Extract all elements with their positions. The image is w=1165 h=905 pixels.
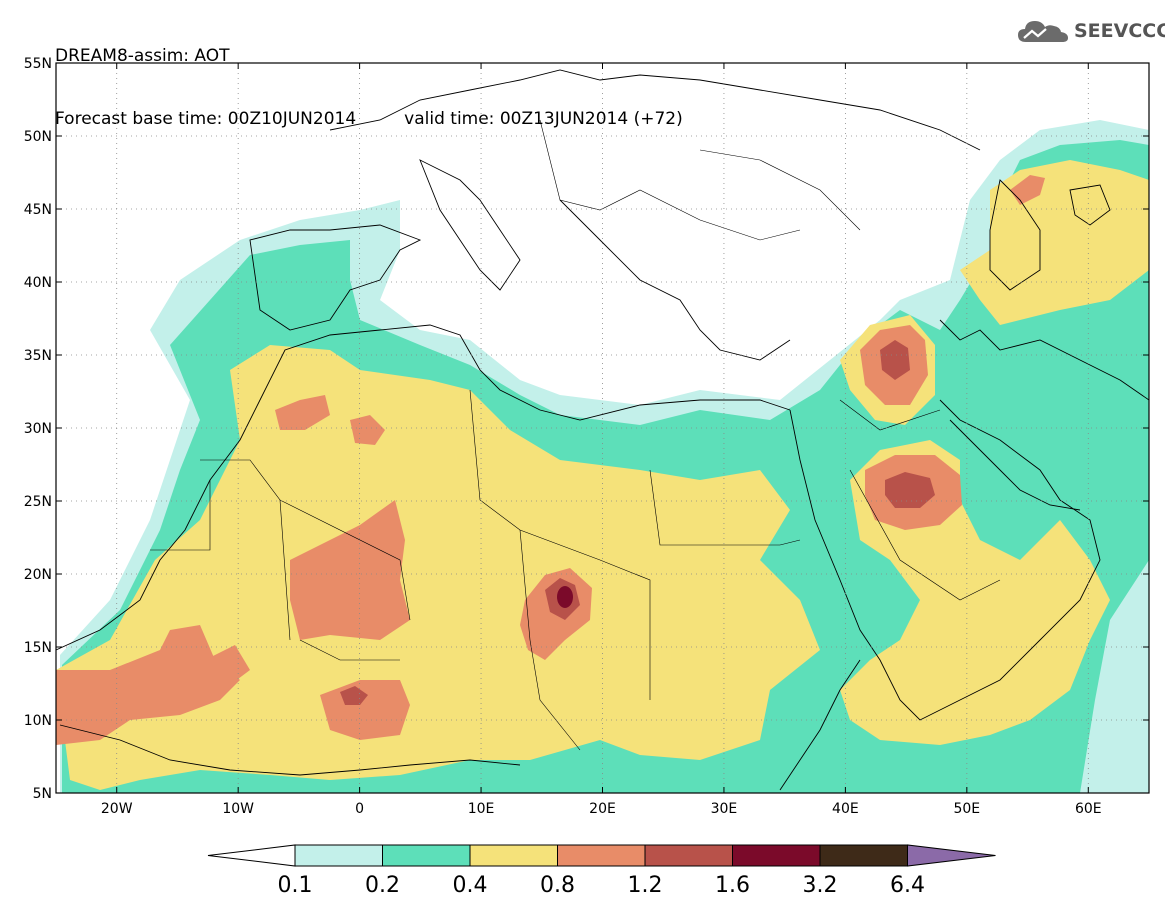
colorbar-swatch bbox=[294, 844, 383, 867]
axis-ticks: 5N 10N 15N 20N 25N 30N 35N 40N 45N 50N 55N 20W 10W 0 1… bbox=[24, 56, 1149, 817]
graticule bbox=[56, 63, 1149, 793]
lon-tick-label: 10W bbox=[222, 801, 254, 817]
map-title: DREAM8-assim: AOT bbox=[55, 46, 230, 66]
aot-field bbox=[56, 120, 1149, 793]
lon-tick-label: 20W bbox=[101, 801, 133, 817]
lon-tick-label: 20E bbox=[589, 801, 616, 817]
lat-tick-label: 30N bbox=[24, 421, 52, 437]
map-title-block: DREAM8-assim: AOT Forecast base time: 00… bbox=[55, 4, 683, 151]
aot-level-1-6 bbox=[557, 586, 573, 608]
lon-tick-label: 30E bbox=[711, 801, 738, 817]
lat-tick-label: 5N bbox=[33, 786, 52, 802]
lat-tick-label: 55N bbox=[24, 56, 52, 72]
colorbar-swatch bbox=[819, 844, 908, 867]
lon-tick-label: 50E bbox=[953, 801, 980, 817]
colorbar-swatch bbox=[644, 844, 733, 867]
colorbar-label: 3.2 bbox=[803, 873, 838, 898]
lon-tick-label: 0 bbox=[355, 801, 364, 817]
lat-tick-label: 50N bbox=[24, 129, 52, 145]
colorbar: 0.1 0.2 0.4 0.8 1.2 1.6 3.2 6.4 bbox=[207, 844, 996, 898]
colorbar-label: 6.4 bbox=[890, 873, 925, 898]
map-subtitle: Forecast base time: 00Z10JUN2014 valid ti… bbox=[55, 109, 683, 130]
colorbar-label: 0.8 bbox=[540, 873, 575, 898]
lat-tick-label: 45N bbox=[24, 202, 52, 218]
base-time-label: Forecast base time: 00Z10JUN2014 bbox=[55, 109, 357, 129]
lat-tick-label: 25N bbox=[24, 494, 52, 510]
country-borders bbox=[150, 119, 1001, 751]
colorbar-label: 1.6 bbox=[715, 873, 750, 898]
colorbar-swatch bbox=[732, 844, 821, 867]
colorbar-label: 1.2 bbox=[628, 873, 663, 898]
lon-tick-label: 10E bbox=[468, 801, 495, 817]
seevccc-logo: SEEVCCC bbox=[1016, 18, 1165, 44]
colorbar-label: 0.2 bbox=[365, 873, 400, 898]
lat-tick-label: 40N bbox=[24, 275, 52, 291]
logo-text: SEEVCCC bbox=[1074, 20, 1165, 42]
valid-time-label: valid time: 00Z13JUN2014 (+72) bbox=[404, 109, 683, 129]
aot-level-0-4 bbox=[56, 160, 1149, 790]
lat-tick-label: 15N bbox=[24, 640, 52, 656]
colorbar-label: 0.1 bbox=[278, 873, 313, 898]
lon-tick-label: 40E bbox=[832, 801, 859, 817]
colorbar-label: 0.4 bbox=[453, 873, 488, 898]
colorbar-swatch bbox=[382, 844, 471, 867]
lat-tick-label: 20N bbox=[24, 567, 52, 583]
cloud-icon bbox=[1018, 21, 1068, 42]
colorbar-over-arrow bbox=[907, 844, 996, 867]
lat-tick-label: 35N bbox=[24, 348, 52, 364]
colorbar-swatch bbox=[557, 844, 646, 867]
lon-tick-label: 60E bbox=[1075, 801, 1102, 817]
colorbar-swatch bbox=[469, 844, 558, 867]
lat-tick-label: 10N bbox=[24, 713, 52, 729]
colorbar-under-arrow bbox=[207, 844, 296, 867]
